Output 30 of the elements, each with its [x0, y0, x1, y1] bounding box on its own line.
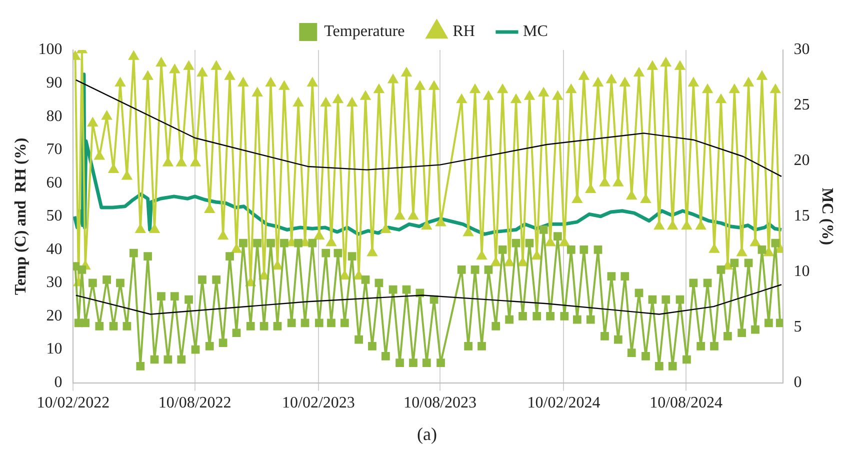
x-tick-label: 10/02/2024: [527, 394, 600, 412]
y-tick-label: 100: [38, 41, 62, 58]
y2-tick-label: 0: [794, 374, 802, 392]
y-tick-label: 30: [46, 274, 62, 292]
legend-label: RH: [452, 23, 476, 40]
x-tick-label: 10/08/2023: [404, 394, 477, 412]
y2-tick-label: 30: [794, 41, 810, 58]
y-tick-label: 20: [46, 307, 62, 324]
x-tick-label: 10/02/2023: [282, 394, 355, 412]
y-tick-label: 80: [46, 108, 62, 125]
y2-tick-label: 20: [794, 152, 810, 170]
y-tick-label: 90: [46, 74, 62, 92]
y-tick-label: 40: [46, 240, 62, 258]
y2-tick-label: 5: [794, 318, 802, 336]
y-tick-label: 50: [46, 208, 62, 225]
x-tick-label: 10/08/2024: [650, 394, 722, 412]
legend-label: Temperature: [324, 23, 405, 40]
legend-label: MC: [522, 23, 548, 40]
x-tick-label: 10/02/2022: [36, 394, 110, 412]
text: (a): [416, 424, 438, 445]
y2-tick-label: 10: [794, 263, 810, 280]
x-tick-label: 10/08/2022: [158, 394, 232, 412]
y-tick-label: 10: [46, 340, 62, 358]
y2-tick-label: 15: [794, 208, 810, 225]
y-axis-title: Temp (C) and RH (%): [12, 138, 30, 295]
y-tick-label: 0: [54, 374, 62, 392]
y-tick-label: 70: [46, 141, 62, 158]
y2-axis-title: MC (%): [818, 188, 836, 246]
y-tick-label: 60: [46, 174, 62, 192]
y2-tick-label: 25: [794, 96, 810, 114]
